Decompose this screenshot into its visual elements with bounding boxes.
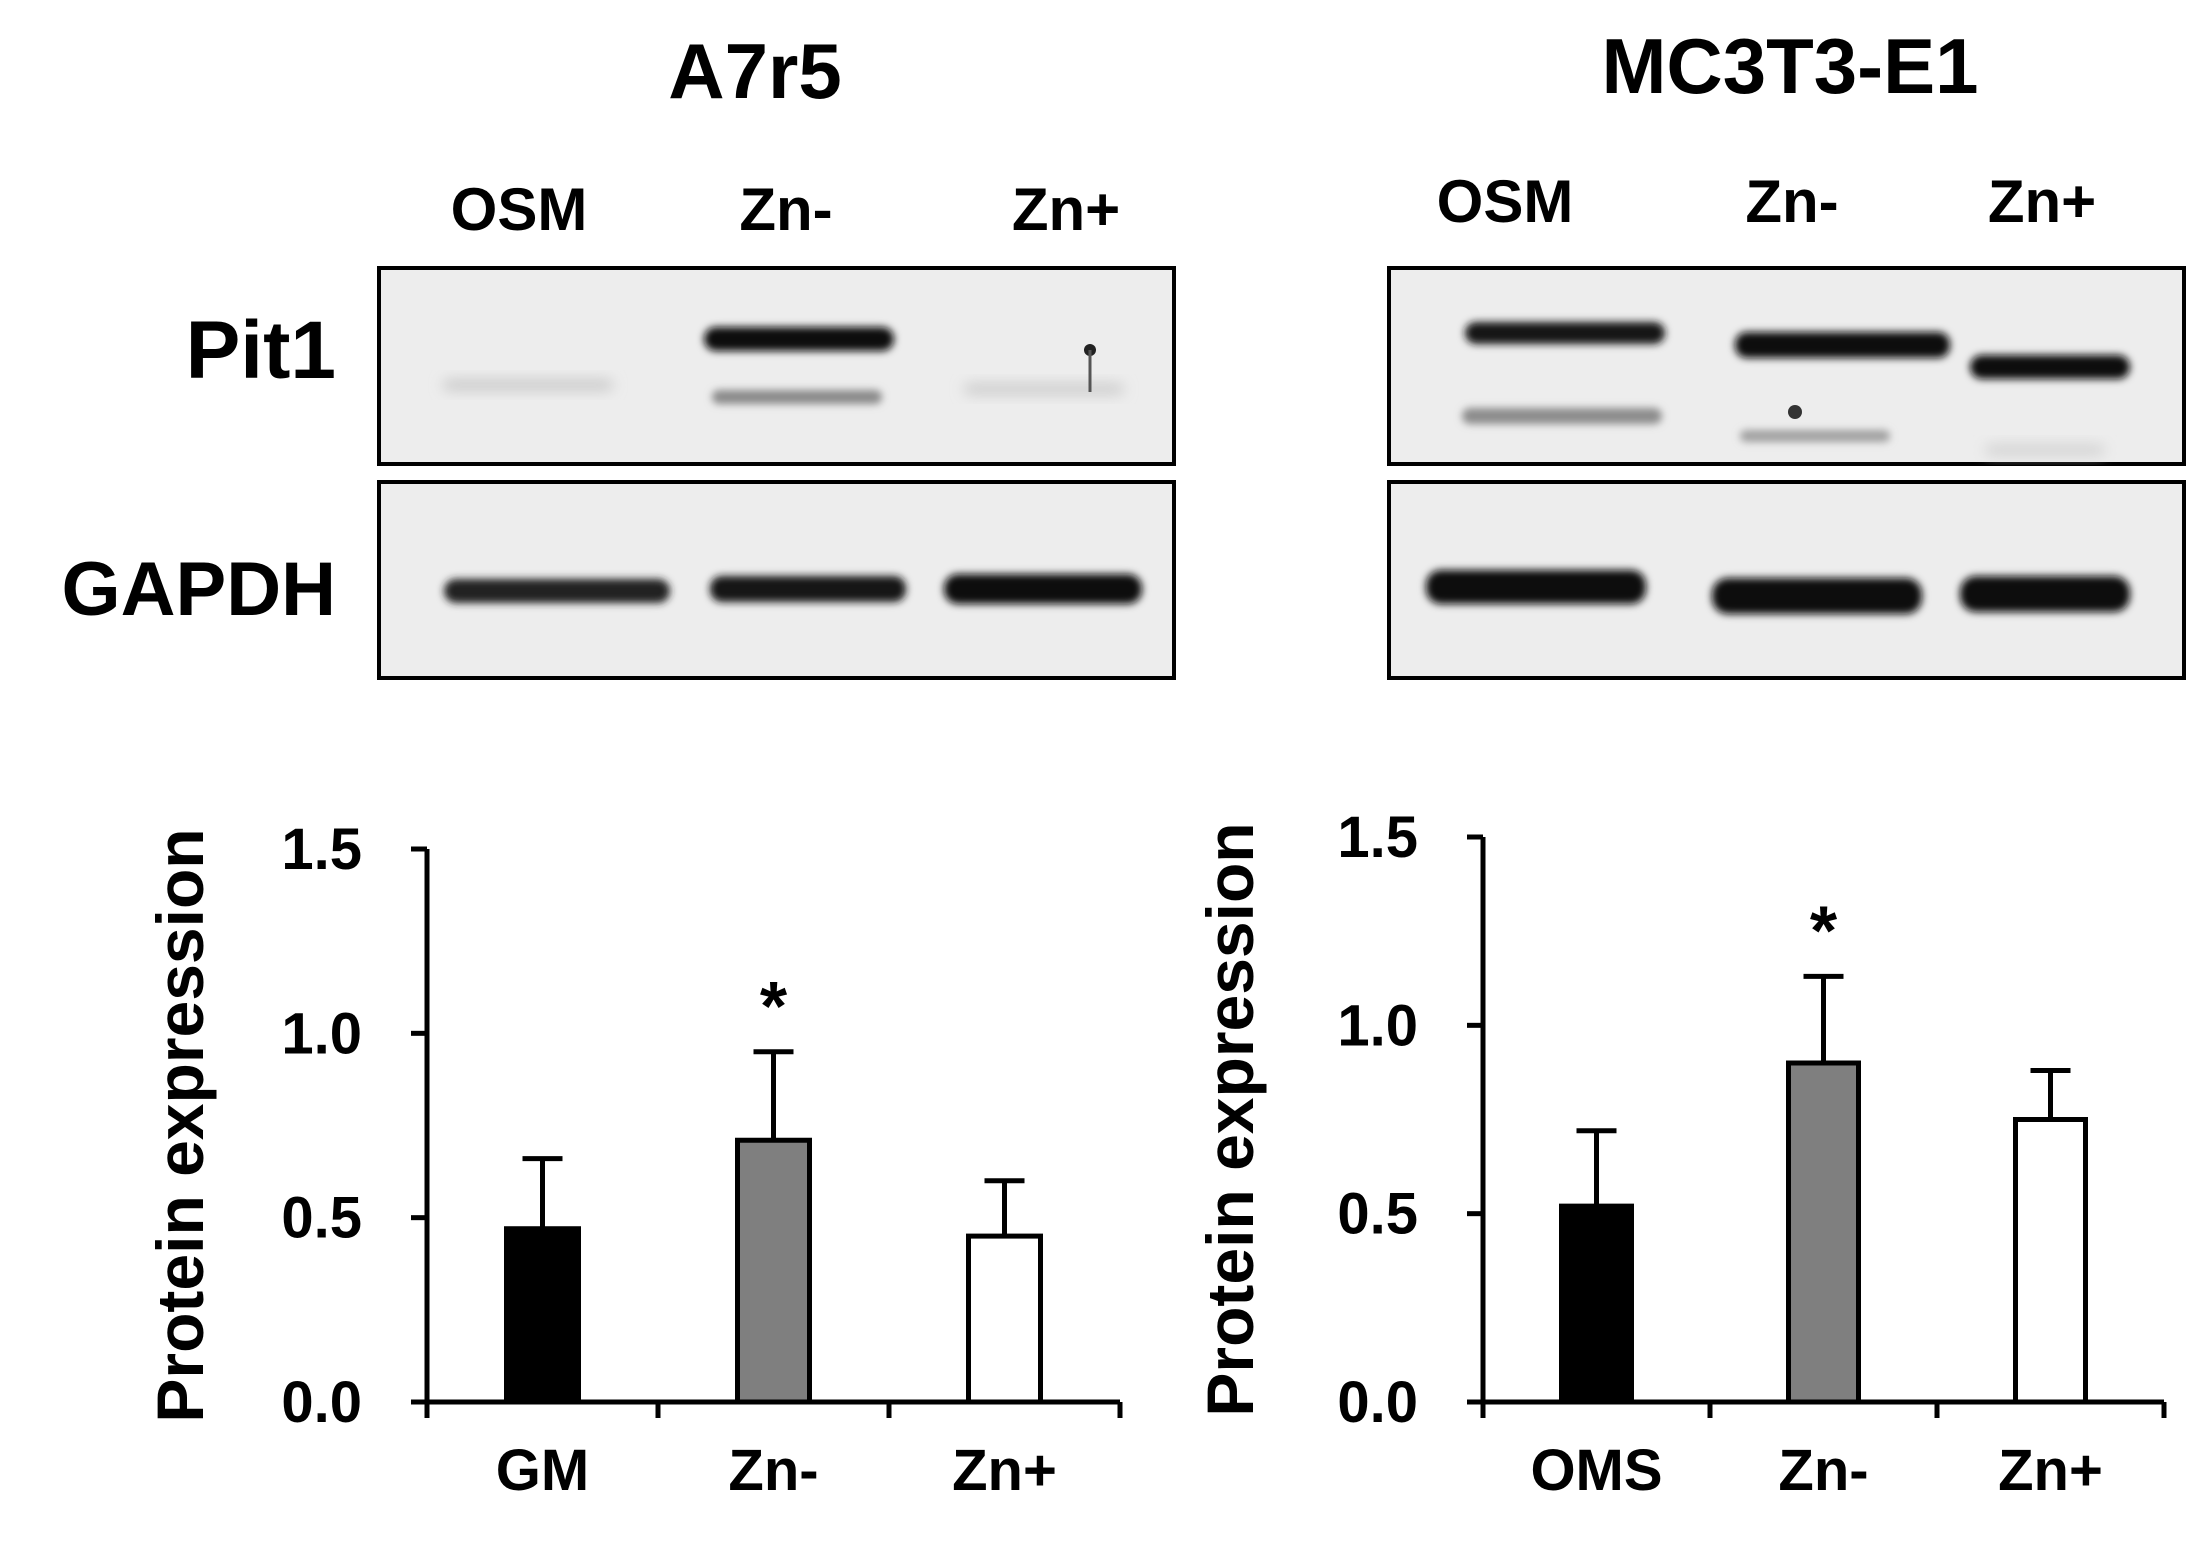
band-pit1-zn-minus [704,327,894,404]
row-label-gapdh: GAPDH [62,547,336,632]
band-gapdh-osm [444,579,670,603]
x-tick-label: OMS [1530,1438,1662,1503]
bar [2013,1117,2088,1405]
blot-panel-pit1 [377,266,1176,466]
y-tick-label: 0.0 [281,1370,362,1435]
lane-label-zn-minus: Zn- [739,176,832,243]
band-pit1-osm-2 [1462,322,1665,424]
y-axis-label: Protein expression [1193,822,1267,1416]
bar-chart-a7r5: 0.0 0.5 1.0 1.5 Protein expression GM Zn- * Zn+ [143,817,1123,1503]
band-gapdh-zn-plus [944,574,1142,604]
blot-speck-2 [1788,405,1802,419]
bar-chart-mc3t3: 0.0 0.5 1.0 1.5 Protein expression OMS Zn- * Zn+ [1193,805,2167,1503]
bar [504,1226,581,1405]
blot-mc3t3: MC3T3-E1 OSM Zn- Zn+ [1387,22,2186,680]
y-tick-label: 0.5 [281,1186,362,1251]
band-pit1-zn-plus-2 [1970,355,2130,455]
y-axis-label: Protein expression [143,828,217,1422]
y-tick-label: 1.0 [281,1001,362,1066]
blot-a7r5: A7r5 OSM Zn- Zn+ Pit1 GAPDH [62,27,1176,680]
blot-title-a7r5: A7r5 [668,27,841,115]
significance-asterisk: * [760,967,788,1045]
blot-title-mc3t3: MC3T3-E1 [1601,22,1978,110]
band-gapdh-zn-plus-2 [1960,576,2130,612]
x-tick-label: Zn- [728,1438,818,1503]
bar [1559,1203,1634,1405]
y-tick-label: 1.5 [281,817,362,882]
bar [1786,1060,1861,1405]
lane-label-zn-plus-2: Zn+ [1988,168,2096,235]
lane-label-osm-2: OSM [1437,168,1574,235]
band-gapdh-osm-2 [1426,570,1646,604]
y-tick-label: 0.0 [1337,1370,1418,1435]
x-tick-label: Zn- [1778,1438,1868,1503]
band-gapdh-zn-minus [710,576,906,602]
lane-label-zn-minus-2: Zn- [1745,168,1838,235]
y-tick-label: 0.5 [1337,1182,1418,1247]
lane-label-osm: OSM [451,176,588,243]
band-pit1-osm [443,380,613,390]
y-tick-label: 1.5 [1337,805,1418,870]
bar [966,1233,1043,1405]
significance-asterisk: * [1810,891,1838,969]
band-pit1-zn-minus-2 [1735,332,1950,442]
bar [735,1137,812,1405]
row-label-pit1: Pit1 [186,305,336,396]
band-gapdh-zn-minus-2 [1712,578,1922,614]
x-tick-label: GM [496,1438,589,1503]
x-tick-label: Zn+ [1998,1438,2103,1503]
y-tick-label: 1.0 [1337,993,1418,1058]
lane-label-zn-plus: Zn+ [1012,176,1120,243]
band-pit1-zn-plus [964,384,1124,394]
x-tick-label: Zn+ [952,1438,1057,1503]
